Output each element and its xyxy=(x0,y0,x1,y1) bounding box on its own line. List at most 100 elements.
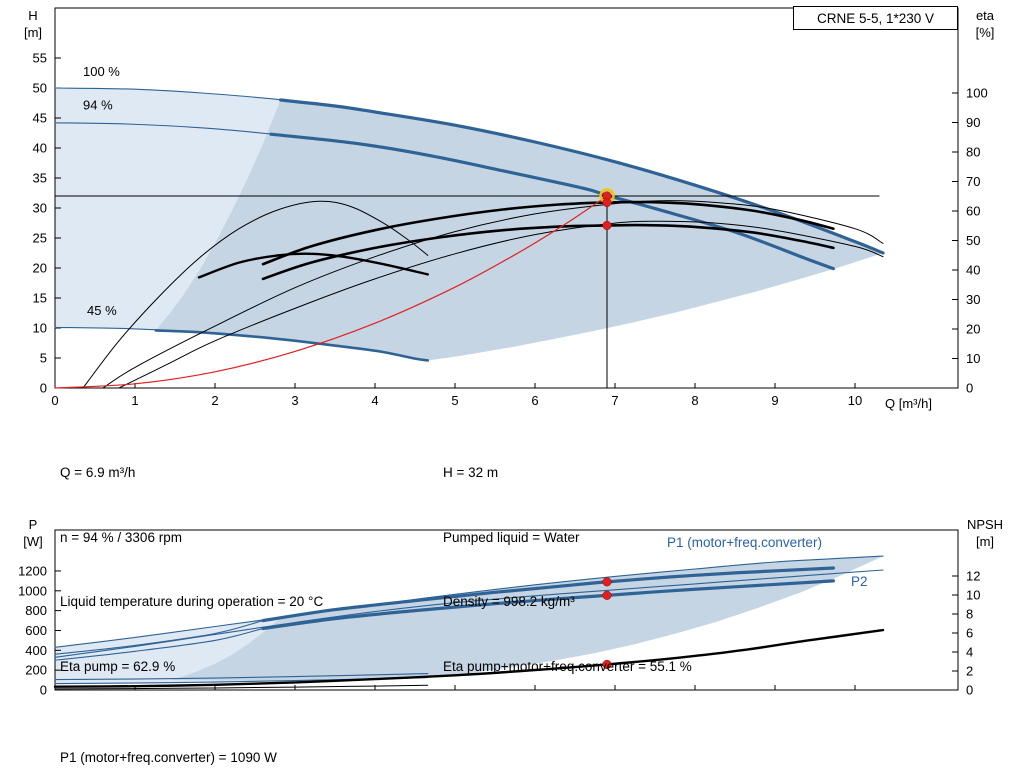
info-liquid-temperature: Liquid temperature during operation = 20… xyxy=(60,594,324,609)
power-npsh-chart: 0 200 400 600 800 1000 1200 0 2 4 6 8 10 12 P [W] NPSH [m… xyxy=(18,517,1003,698)
y-right-tick-label: 30 xyxy=(966,292,980,307)
pump-title-box: CRNE 5-5, 1*230 V xyxy=(793,6,958,30)
info-eta-total: Eta pump+motor+freq.converter = 55.1 % xyxy=(443,658,692,674)
y-right-tick-label: 70 xyxy=(966,174,980,189)
x-tick-label: 6 xyxy=(531,393,538,408)
p1-curve-94 xyxy=(261,566,835,623)
x-tick-label: 0 xyxy=(51,393,58,408)
p1-curve-100 xyxy=(54,555,884,648)
axis-title: [W] xyxy=(23,534,43,549)
curve-label: P1 (motor+freq.converter) xyxy=(667,535,822,550)
axis-title: [%] xyxy=(976,25,995,40)
operating-point-dot xyxy=(602,577,612,587)
y-left-tick-label: 5 xyxy=(40,351,47,366)
x-tick-label: 3 xyxy=(291,393,298,408)
x-tick-label: 10 xyxy=(848,393,862,408)
npsh-curve xyxy=(53,628,885,688)
y-left-tick-label: 40 xyxy=(33,141,47,156)
pump-title: CRNE 5-5, 1*230 V xyxy=(816,10,935,26)
info-p1: P1 (motor+freq.converter) = 1090 W xyxy=(60,750,277,765)
operating-point-dot xyxy=(602,590,612,600)
operating-point-dot xyxy=(602,220,612,231)
info-head: H = 32 m xyxy=(443,465,499,480)
y-right-tick-label: 6 xyxy=(966,626,973,641)
y-right-tick-label: 50 xyxy=(966,233,980,248)
y-left-tick-label: 1200 xyxy=(18,563,47,578)
y-right-tick-label: 8 xyxy=(966,607,973,622)
y-right-tick-label: 20 xyxy=(966,322,980,337)
curve-label: 94 % xyxy=(83,98,113,113)
qh-curve-45 xyxy=(154,329,430,362)
eta-total-94 xyxy=(261,223,835,281)
axis-title: [m] xyxy=(976,534,994,549)
y-right-tick-label: 60 xyxy=(966,204,980,219)
y-left-tick-label: 50 xyxy=(33,81,47,96)
eta-pump-94 xyxy=(261,200,835,266)
operating-range-dark xyxy=(155,100,884,361)
p2-curve-100 xyxy=(54,569,884,658)
y-left-tick-label: 45 xyxy=(33,111,47,126)
info-density: Density = 998.2 kg/m³ xyxy=(443,594,575,609)
y-right-tick-label: 40 xyxy=(966,263,980,278)
operating-point-dot xyxy=(602,659,612,669)
axis-title: eta xyxy=(976,8,995,23)
eta-total-45 xyxy=(197,252,429,279)
y-left-tick-label: 10 xyxy=(33,321,47,336)
x-axis-label: Q [m³/h] xyxy=(885,396,932,411)
info-speed: n = 94 % / 3306 rpm xyxy=(60,529,182,545)
p-curve-45-a xyxy=(54,673,429,681)
y-left-tick-label: 15 xyxy=(33,291,47,306)
power-npsh-chart-frame xyxy=(54,529,959,691)
curve-label: P2 xyxy=(851,574,868,589)
y-left-tick-label: 55 xyxy=(33,51,47,66)
y-left-tick-label: 200 xyxy=(25,663,47,678)
info-pumped-liquid: Pumped liquid = Water xyxy=(443,529,580,545)
x-tick-label: 7 xyxy=(611,393,618,408)
y-left-tick-label: 400 xyxy=(25,643,47,658)
eta-pump-100 xyxy=(102,200,884,389)
x-tick-label: 9 xyxy=(771,393,778,408)
power-info: P1 (motor+freq.converter) = 1090 W P2 = … xyxy=(60,703,277,781)
p2-curve-94 xyxy=(261,579,835,631)
y-right-tick-label: 0 xyxy=(966,381,973,396)
x-tick-label: 2 xyxy=(211,393,218,408)
y-right-tick-label: 10 xyxy=(966,351,980,366)
y-left-tick-label: 600 xyxy=(25,623,47,638)
qh-curve-94 xyxy=(269,132,835,271)
y-left-tick-label: 0 xyxy=(40,381,47,396)
curve-label: 45 % xyxy=(87,303,117,318)
p2-curve-94-thin xyxy=(54,627,264,661)
x-tick-label: 8 xyxy=(691,393,698,408)
y-left-tick-label: 0 xyxy=(40,683,47,698)
duty-info-left: Q = 6.9 m³/h n = 94 % / 3306 rpm Liquid … xyxy=(60,419,323,720)
y-right-tick-label: 80 xyxy=(966,145,980,160)
qh-eta-chart-frame xyxy=(54,7,959,389)
y-right-tick-label: 90 xyxy=(966,115,980,130)
y-left-tick-label: 1000 xyxy=(18,583,47,598)
curve-label: 100 % xyxy=(83,64,120,79)
y-right-tick-label: 12 xyxy=(966,569,980,584)
qh-curve-100 xyxy=(279,98,885,255)
y-right-tick-label: 2 xyxy=(966,664,973,679)
y-left-tick-label: 25 xyxy=(33,231,47,246)
axis-title: P xyxy=(29,517,38,532)
info-eta-pump: Eta pump = 62.9 % xyxy=(60,658,176,674)
y-left-tick-label: 30 xyxy=(33,201,47,216)
info-flow: Q = 6.9 m³/h xyxy=(60,465,136,480)
x-tick-label: 4 xyxy=(371,393,378,408)
y-right-tick-label: 10 xyxy=(966,588,980,603)
y-left-tick-label: 800 xyxy=(25,603,47,618)
x-tick-label: 1 xyxy=(131,393,138,408)
qh-eta-chart: 0 1 2 3 4 5 6 7 8 9 100510152025303540455055010203… xyxy=(24,7,995,411)
operating-point-dot xyxy=(602,197,612,207)
eta-pump-45 xyxy=(82,200,429,389)
y-left-tick-label: 35 xyxy=(33,171,47,186)
duty-info-right: H = 32 m Pumped liquid = Water Density =… xyxy=(443,419,692,720)
y-right-tick-label: 100 xyxy=(966,86,988,101)
y-left-tick-label: 20 xyxy=(33,261,47,276)
axis-title: NPSH xyxy=(967,517,1003,532)
x-tick-label: 5 xyxy=(451,393,458,408)
y-right-tick-label: 0 xyxy=(966,683,973,698)
